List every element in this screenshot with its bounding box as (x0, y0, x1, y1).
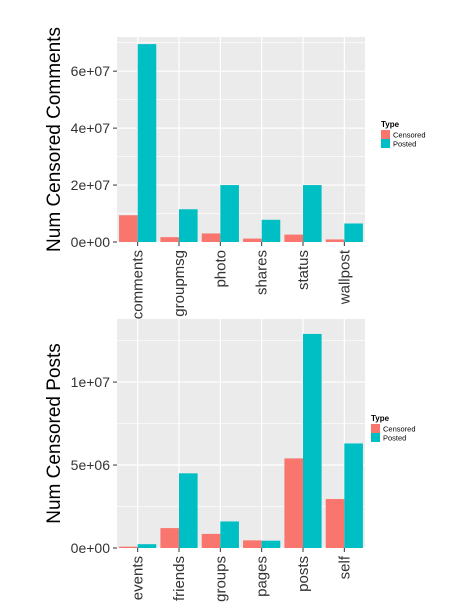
y-tick-label: 1e+07 (71, 374, 111, 390)
legend-label-censored: Censored (393, 131, 426, 140)
x-tick-label: wallpost (336, 249, 353, 305)
bar-posted-groupmsg (179, 209, 198, 242)
bar-posted-events (138, 544, 157, 548)
bar-posted-wallpost (344, 223, 363, 242)
x-tick-label: self (336, 555, 353, 579)
x-tick-label: posts (295, 556, 312, 592)
bar-posted-self (344, 443, 363, 548)
x-tick-label: shares (254, 250, 271, 295)
x-tick-label: friends (171, 556, 188, 601)
x-tick-label: groups (212, 556, 229, 602)
bar-posted-photo (220, 185, 239, 242)
legend-label-posted: Posted (383, 434, 406, 443)
legend-title: Type (381, 120, 400, 129)
y-axis-title: Num Censored Comments (44, 27, 65, 252)
bar-censored-shares (243, 239, 262, 242)
y-tick-label: 0e+00 (71, 540, 111, 556)
bar-censored-pages (243, 540, 262, 548)
y-tick-label: 4e+07 (71, 120, 111, 136)
y-tick-label: 6e+07 (71, 63, 111, 79)
legend-key-censored (381, 130, 390, 139)
legend-key-posted (371, 433, 380, 442)
bar-posted-shares (262, 220, 281, 242)
x-tick-label: photo (212, 250, 229, 288)
bar-posted-pages (262, 541, 281, 548)
bar-censored-groups (202, 534, 221, 548)
bar-censored-self (326, 499, 345, 548)
legend-key-posted (381, 139, 390, 148)
bar-posted-status (303, 185, 322, 242)
chart-1: 0e+00 2e+07 4e+07 6e+07 comments groupmsg phot… (44, 27, 426, 319)
bar-censored-status (284, 235, 303, 242)
x-tick-label: groupmsg (171, 250, 188, 317)
bar-censored-comments (119, 215, 138, 242)
legend-title: Type (371, 414, 390, 423)
bar-censored-events (119, 547, 138, 548)
x-tick-label: events (130, 556, 147, 600)
bar-posted-posts (303, 334, 322, 548)
bar-censored-groupmsg (160, 237, 179, 242)
bar-censored-photo (202, 233, 221, 242)
x-tick-label: comments (130, 250, 147, 319)
chart-2: 0e+00 5e+06 1e+07 events friends groups pages p… (44, 319, 416, 602)
y-tick-label: 5e+06 (71, 457, 111, 473)
x-tick-label: pages (254, 556, 271, 597)
y-tick-label: 0e+00 (71, 234, 111, 250)
bar-posted-groups (220, 521, 239, 548)
y-axis-title: Num Censored Posts (44, 343, 65, 524)
bar-censored-posts (284, 458, 303, 548)
bar-posted-comments (138, 44, 157, 242)
bar-censored-wallpost (326, 239, 345, 242)
bar-posted-friends (179, 473, 198, 548)
legend-key-censored (371, 424, 380, 433)
legend-label-censored: Censored (383, 425, 416, 434)
legend-label-posted: Posted (393, 140, 416, 149)
y-tick-label: 2e+07 (71, 177, 111, 193)
x-tick-label: status (295, 250, 312, 290)
bar-censored-friends (160, 528, 179, 548)
